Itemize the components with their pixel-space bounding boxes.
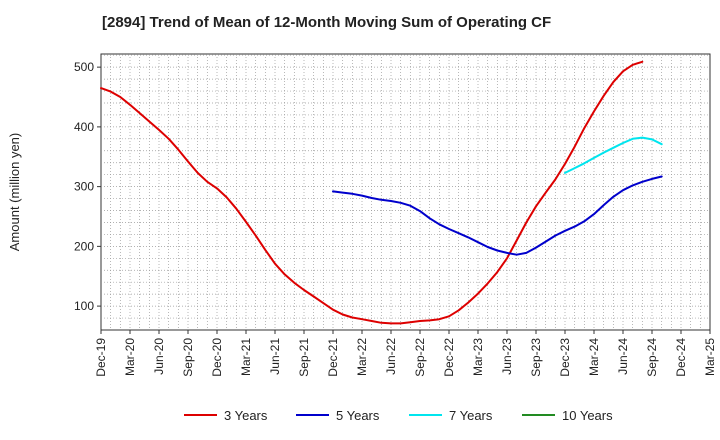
plot-area bbox=[100, 53, 711, 331]
x-tick-label: Mar-23 bbox=[471, 338, 485, 376]
x-tick-label: Jun-24 bbox=[616, 338, 630, 375]
x-tick-label: Dec-21 bbox=[326, 338, 340, 377]
y-tick-label: 400 bbox=[74, 120, 94, 134]
x-tick-label: Mar-22 bbox=[355, 338, 369, 376]
x-tick-label: Sep-23 bbox=[529, 338, 543, 377]
x-tick-label: Mar-20 bbox=[123, 338, 137, 376]
y-tick-label: 500 bbox=[74, 60, 94, 74]
y-axis-label: Amount (million yen) bbox=[7, 133, 22, 252]
series-line-7-years bbox=[564, 136, 663, 174]
x-tick-label: Sep-21 bbox=[297, 338, 311, 377]
y-tick-label: 200 bbox=[74, 239, 94, 253]
x-tick-label: Jun-20 bbox=[152, 338, 166, 375]
x-tick-label: Sep-20 bbox=[181, 338, 195, 377]
legend-label: 10 Years bbox=[562, 408, 613, 423]
x-tick-label: Mar-21 bbox=[239, 338, 253, 376]
x-tick-label: Dec-19 bbox=[94, 338, 108, 377]
series-line-5-years bbox=[332, 175, 663, 256]
x-tick-label: Dec-22 bbox=[442, 338, 456, 377]
series-group bbox=[100, 60, 663, 325]
series-line-3-years bbox=[100, 60, 644, 325]
x-tick-label: Sep-22 bbox=[413, 338, 427, 377]
legend-label: 3 Years bbox=[224, 408, 268, 423]
x-axis: Dec-19 Mar-20 Jun-20 Sep-20 Dec-20 Mar-21 Jun-… bbox=[94, 330, 717, 377]
x-tick-label: Dec-20 bbox=[210, 338, 224, 377]
x-tick-label: Jun-22 bbox=[384, 338, 398, 375]
x-tick-label: Jun-21 bbox=[268, 338, 282, 375]
chart-title: [2894] Trend of Mean of 12-Month Moving … bbox=[102, 14, 551, 31]
x-tick-label: Sep-24 bbox=[645, 338, 659, 377]
x-tick-label: Dec-23 bbox=[558, 338, 572, 377]
legend: 3 Years 5 Years 7 Years 10 Years bbox=[184, 408, 613, 423]
legend-label: 7 Years bbox=[449, 408, 493, 423]
y-axis: 100 200 300 400 500 bbox=[74, 60, 101, 313]
x-tick-label: Dec-24 bbox=[674, 338, 688, 377]
legend-label: 5 Years bbox=[336, 408, 380, 423]
x-tick-label: Mar-25 bbox=[703, 338, 717, 376]
y-tick-label: 300 bbox=[74, 180, 94, 194]
y-tick-label: 100 bbox=[74, 299, 94, 313]
x-tick-label: Jun-23 bbox=[500, 338, 514, 375]
x-tick-label: Mar-24 bbox=[587, 338, 601, 376]
